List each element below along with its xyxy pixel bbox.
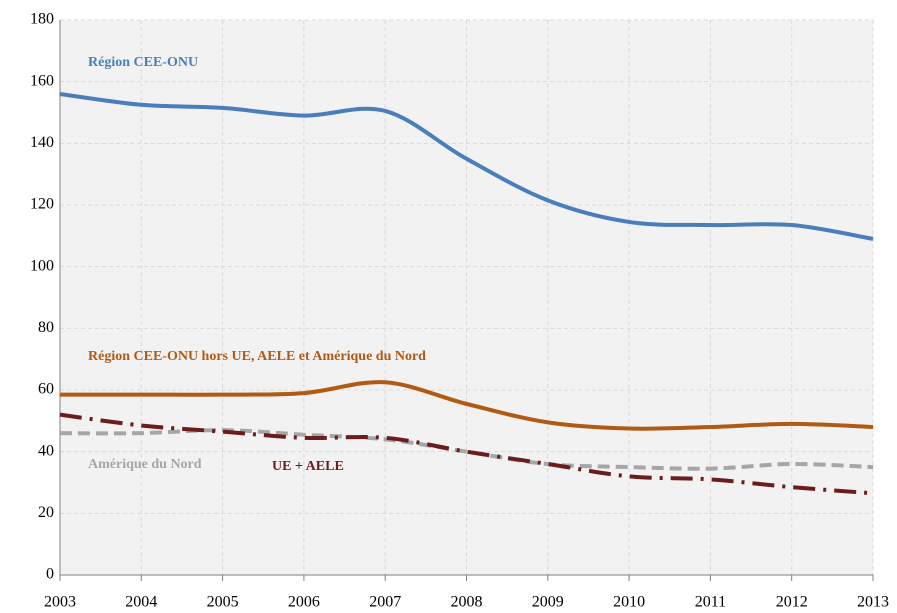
- y-tick-label: 20: [38, 504, 54, 521]
- series-line: [60, 380, 874, 431]
- x-tick-label: 2006: [288, 594, 320, 611]
- y-tick-label: 140: [30, 134, 54, 151]
- y-tick-label: 0: [46, 566, 54, 583]
- y-tick-label: 40: [38, 442, 54, 459]
- x-tick-label: 2012: [776, 594, 808, 611]
- y-tick-label: 80: [38, 319, 54, 336]
- x-tick-label: 2008: [451, 594, 483, 611]
- x-tick-label: 2010: [613, 594, 645, 611]
- x-tick-label: 2011: [695, 594, 726, 611]
- y-tick-label: 120: [30, 196, 54, 213]
- x-tick-label: 2004: [125, 594, 157, 611]
- x-tick-label: 2007: [369, 594, 401, 611]
- y-tick-label: 100: [30, 257, 54, 274]
- x-tick-label: 2013: [857, 594, 889, 611]
- series-line: [59, 428, 874, 471]
- x-tick-label: 2005: [207, 594, 239, 611]
- x-tick-label: 2009: [532, 594, 564, 611]
- series-label: UE + AELE: [272, 459, 344, 474]
- series-line: [59, 412, 874, 496]
- series-label: Région CEE-ONU hors UE, AELE et Amérique…: [88, 349, 426, 364]
- y-tick-label: 160: [30, 72, 54, 89]
- series-line: [59, 92, 874, 241]
- y-tick-label: 60: [38, 381, 54, 398]
- y-tick-label: 180: [30, 11, 54, 28]
- series-label: Amérique du Nord: [88, 457, 202, 472]
- series-label: Région CEE-ONU: [88, 55, 198, 70]
- x-tick-label: 2003: [44, 594, 76, 611]
